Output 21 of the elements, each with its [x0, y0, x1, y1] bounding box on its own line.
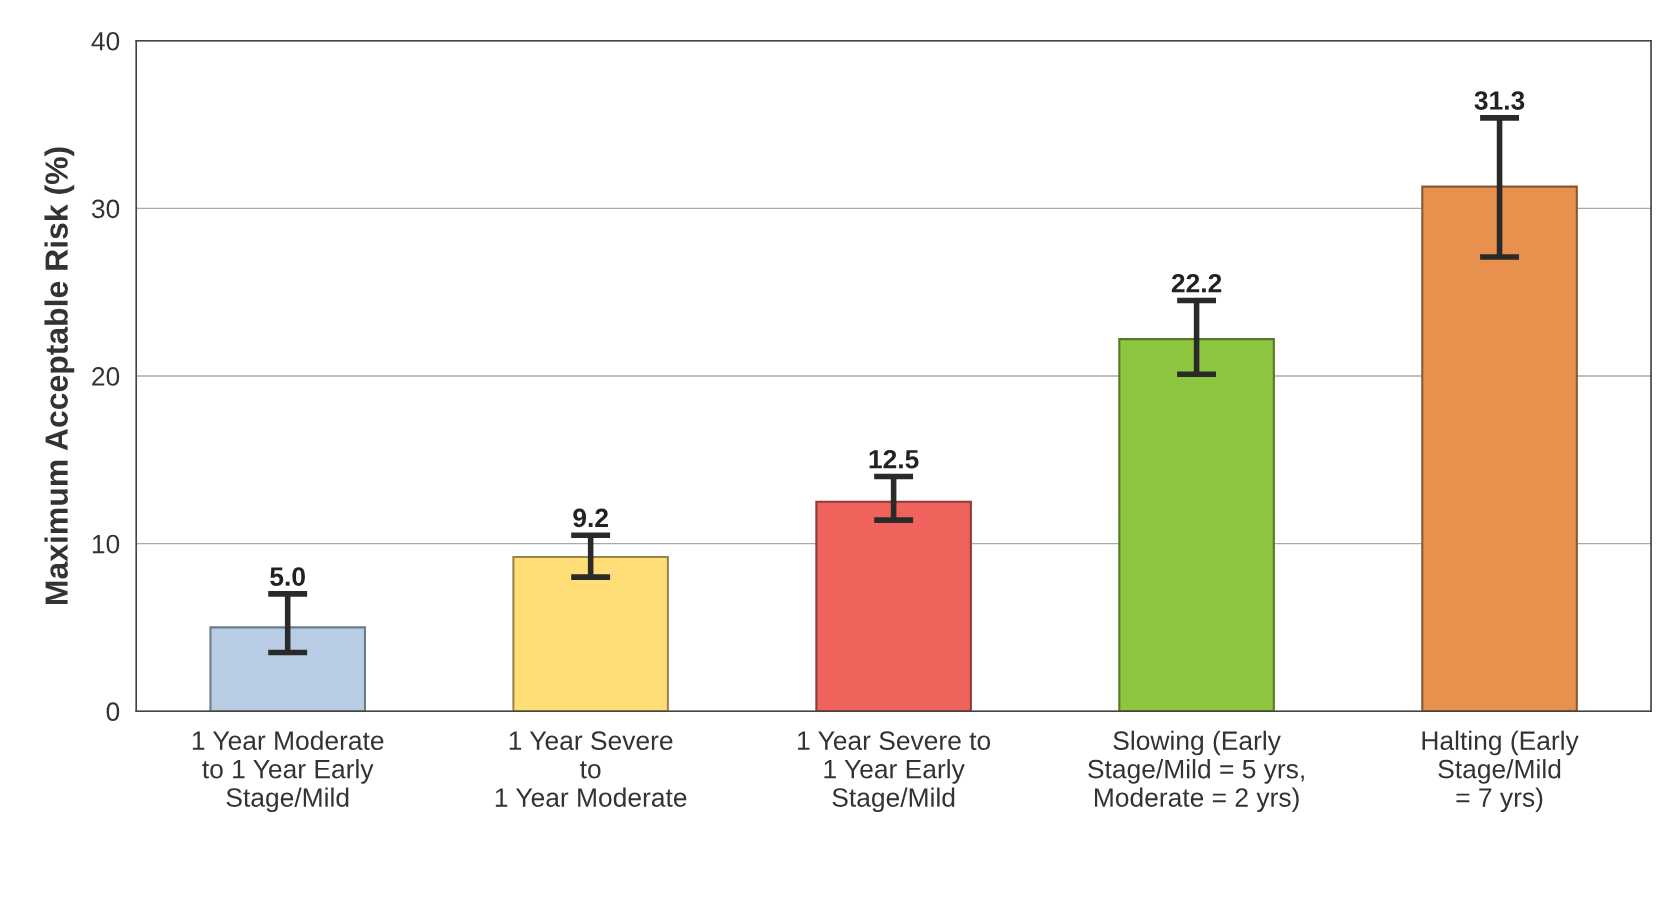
y-tick-label: 40 [91, 31, 120, 51]
bar [1421, 185, 1578, 712]
data-label: 9.2 [573, 508, 608, 528]
x-tick-label: Halting (Early Stage/Mild = 7 yrs) [1422, 730, 1579, 813]
x-tick-label: 1 Year Moderate to 1 Year Early Stage/Mild [192, 730, 384, 813]
x-tick-label: Slowing (Early Stage/Mild = 5 yrs, Moderate = 2 yrs) [1088, 730, 1304, 813]
y-tick-label: 30 [91, 199, 120, 219]
x-tick-label: 1 Year Severe to 1 Year Early Stage/Mild [798, 731, 991, 813]
data-label: 12.5 [869, 449, 919, 469]
bar [209, 626, 366, 712]
bar [512, 555, 669, 712]
data-label: 22.2 [1171, 273, 1222, 293]
bar [1118, 338, 1275, 712]
x-tick-label: 1 Year Severe to 1 Year Moderate [495, 731, 687, 807]
y-tick-label: 10 [92, 534, 120, 554]
data-label: 5.0 [270, 567, 305, 586]
y-tick-label: 0 [106, 702, 120, 722]
data-label: 31.3 [1474, 91, 1525, 110]
y-tick-label: 20 [92, 367, 120, 386]
bar [815, 500, 972, 712]
y-axis-title: Maximum Acceptable Risk (%) [44, 147, 75, 605]
